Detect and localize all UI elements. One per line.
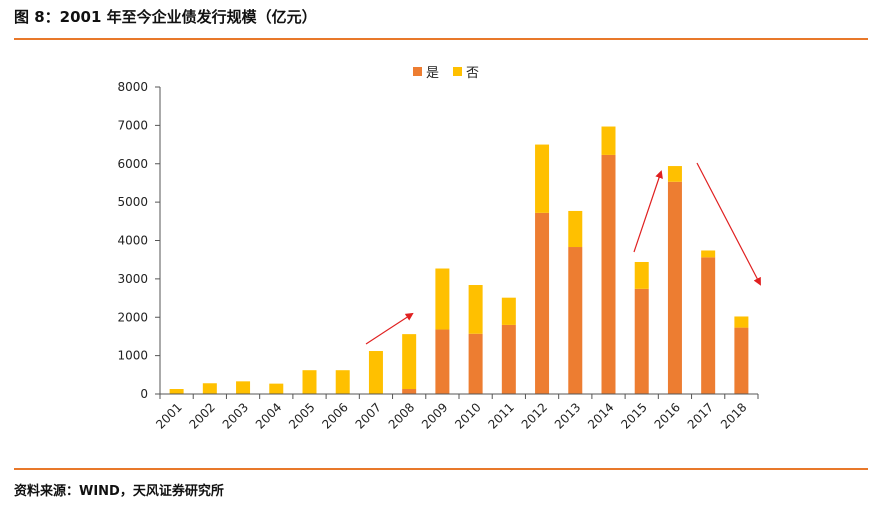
bar-no-2007 [368,351,383,394]
bar-no-2016 [667,166,682,182]
y-tick-label: 8000 [117,80,148,94]
bar-no-2011 [501,297,516,325]
x-tick-label: 2002 [186,400,217,431]
y-tick-label: 3000 [117,272,148,286]
bar-no-2012 [535,144,550,213]
legend-swatch-yes [413,67,422,76]
x-tick-label: 2008 [386,400,417,431]
bar-no-2005 [302,370,317,394]
bar-yes-2013 [568,247,583,394]
legend-swatch-no [453,67,462,76]
source-note: 资料来源：WIND，天风证券研究所 [14,484,224,499]
trend-arrow-up-2008 [365,312,414,345]
x-tick-label: 2001 [153,400,184,431]
bar-no-2009 [435,268,450,330]
bar-yes-2012 [535,212,550,394]
y-tick-label: 4000 [117,234,148,248]
bar-yes-2010 [468,333,483,394]
bar-yes-2011 [501,324,516,394]
trend-arrows [365,162,761,345]
bar-yes-2015 [634,288,649,394]
x-tick-label: 2005 [286,400,317,431]
bar-no-2004 [269,383,284,394]
x-tick-label: 2007 [353,400,384,431]
bar-yes-2016 [667,181,682,394]
x-tick-label: 2013 [552,400,583,431]
bar-no-2008 [402,334,417,390]
trend-arrow-down-2018 [696,162,761,286]
bar-yes-2009 [435,329,450,394]
x-tick-label: 2003 [220,400,251,431]
x-tick-label: 2016 [652,400,683,431]
bars [169,126,749,394]
bar-no-2003 [236,381,251,394]
trend-arrow-up-2016 [633,170,663,253]
y-tick-label: 6000 [117,157,148,171]
x-tick-label: 2010 [452,400,483,431]
x-tick-label: 2015 [618,400,649,431]
figure-title: 图 8：2001 年至今企业债发行规模（亿元） [14,8,317,26]
bar-yes-2017 [701,257,716,394]
x-tick-label: 2011 [485,400,516,431]
y-tick-label: 0 [140,387,148,401]
x-tick-label: 2018 [718,400,749,431]
y-tick-label: 5000 [117,195,148,209]
x-tick-label: 2004 [253,400,284,431]
bar-yes-2014 [601,154,616,394]
bar-yes-2008 [402,389,417,394]
x-axis: 2001 2002 2003 2004 2005 2006 2007 2008 2009 2010… [153,393,759,432]
y-tick-label: 7000 [117,118,148,132]
bottom-divider [14,468,868,470]
x-tick-label: 2009 [419,400,450,431]
x-tick-label: 2012 [519,400,550,431]
y-tick-label: 1000 [117,349,148,363]
bar-no-2006 [335,370,350,394]
bar-no-2013 [568,210,583,248]
top-divider [14,38,868,40]
x-tick-label: 2017 [685,400,716,431]
bar-no-2002 [202,383,217,394]
bar-no-2001 [169,389,184,394]
bar-no-2014 [601,126,616,155]
bar-no-2015 [634,261,649,289]
legend-label-yes: 是 [426,66,439,81]
bar-yes-2018 [734,327,749,394]
bar-no-2010 [468,285,483,334]
y-axis: 0 1000 2000 3000 4000 5000 6000 7000 8000 [117,80,161,401]
x-tick-label: 2006 [319,400,350,431]
legend: 是否 [413,66,479,81]
bar-no-2018 [734,316,749,328]
x-tick-label: 2014 [585,400,616,431]
legend-label-no: 否 [466,66,479,81]
y-tick-label: 2000 [117,310,148,324]
bar-no-2017 [701,250,716,258]
